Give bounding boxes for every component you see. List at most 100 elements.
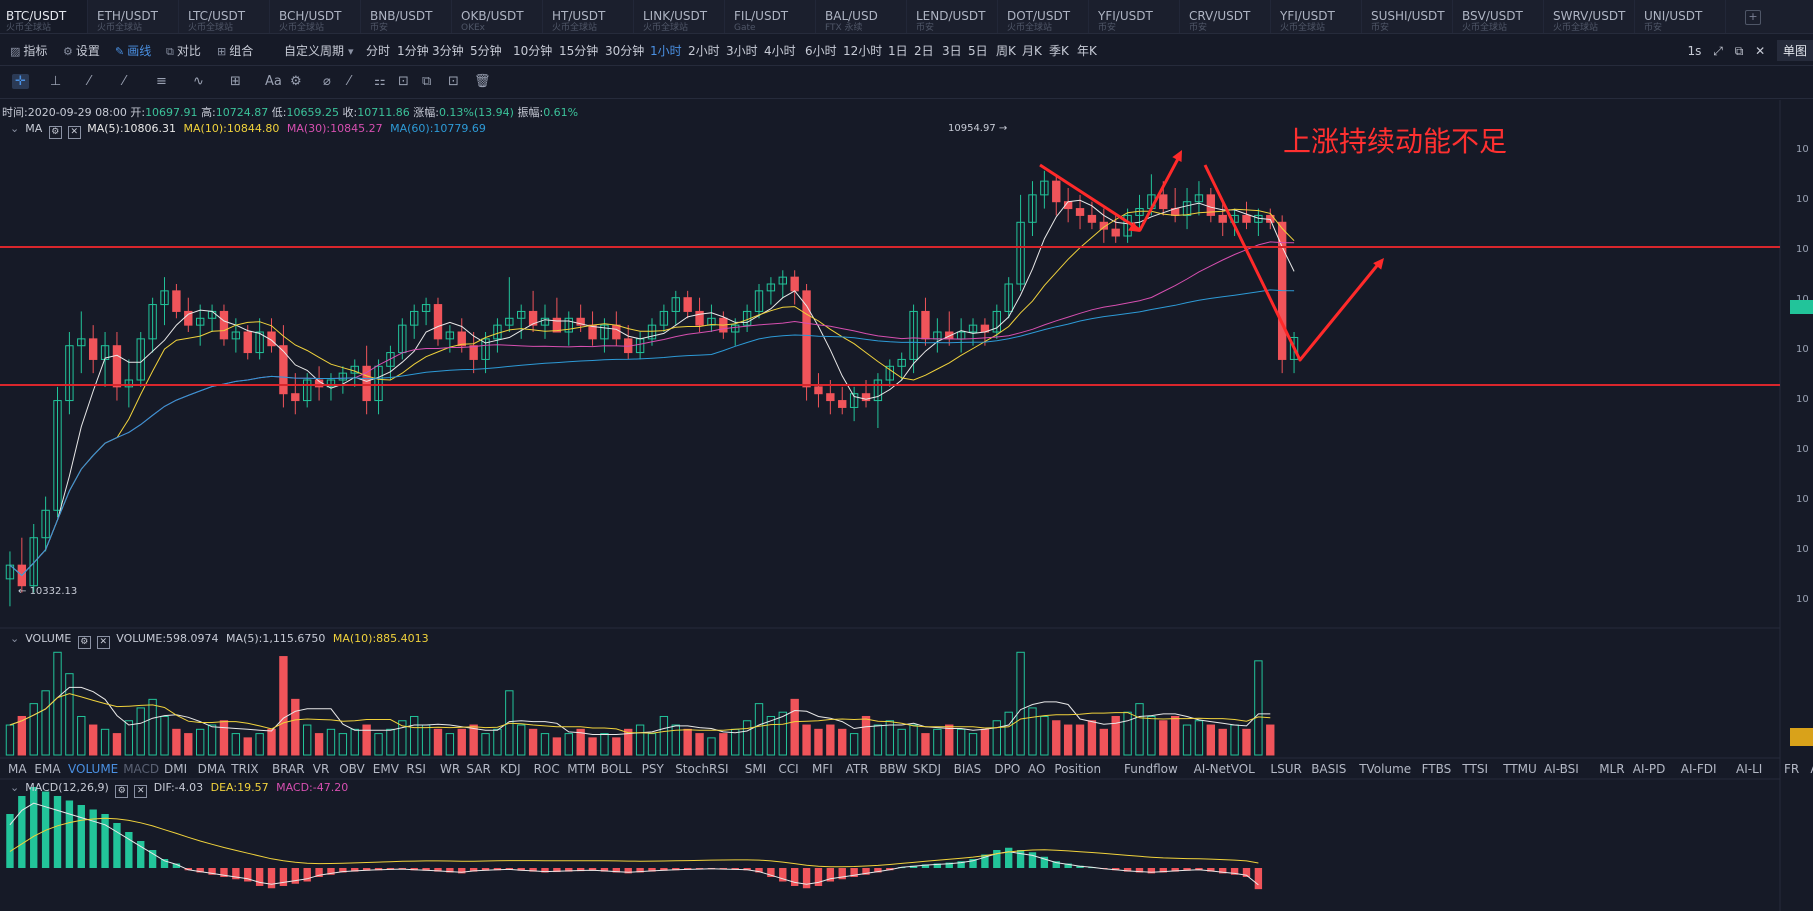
indicator-tab[interactable]: DMA [197, 762, 226, 776]
collapse-icon[interactable]: ⌄ [10, 122, 20, 135]
indicator-tab[interactable]: Fundflow [1124, 762, 1178, 776]
indicator-tab[interactable]: DPO [994, 762, 1021, 776]
indicator-tab[interactable]: TVolume [1359, 762, 1412, 776]
indicator-tab[interactable]: BASIS [1311, 762, 1347, 776]
draw-tool-icon[interactable]: ≡ [156, 74, 167, 89]
indicator-tab[interactable]: PSY [641, 762, 664, 776]
indicator-tab[interactable]: ROC [533, 762, 560, 776]
draw-tool-icon[interactable]: Aa [265, 74, 282, 89]
indicator-button[interactable]: ▨ 指标 [10, 42, 47, 59]
draw-tool-icon[interactable]: ⊥ [50, 74, 62, 89]
indicator-tab[interactable]: VOLUME [68, 762, 119, 776]
indicator-tab[interactable]: Position [1054, 762, 1102, 776]
period-option[interactable]: 季K [1049, 44, 1069, 58]
draw-tool-icon[interactable]: ⚙ [290, 74, 302, 89]
draw-tool-icon[interactable]: ✛ [12, 74, 29, 89]
draw-tool-icon[interactable]: ⁄ [123, 74, 126, 89]
period-option[interactable]: 月K [1022, 44, 1042, 58]
indicator-tab[interactable]: KDJ [500, 762, 521, 776]
period-option[interactable]: 分时 [366, 44, 391, 58]
indicator-tab[interactable]: AI-BST [1810, 762, 1813, 776]
draw-tool-icon[interactable]: ⊡ [448, 74, 459, 89]
draw-tool-icon[interactable]: ⁄ [88, 74, 91, 89]
settings-icon[interactable]: ⚙ [77, 636, 91, 649]
refresh-interval[interactable]: 1s [1687, 44, 1702, 58]
collapse-icon[interactable]: ⌄ [10, 781, 20, 794]
period-option[interactable]: 年K [1077, 44, 1097, 58]
fullscreen-icon[interactable]: ⤢ [1713, 44, 1723, 58]
period-option[interactable]: 周K [996, 44, 1016, 58]
draw-tool-icon[interactable]: ⊞ [230, 74, 241, 89]
symbol-tab[interactable]: FIL/USDT Gate [728, 0, 816, 33]
symbol-tab[interactable]: OKB/USDT OKEx [455, 0, 543, 33]
custom-period-dropdown[interactable]: 自定义周期 ▾ [284, 42, 357, 59]
indicator-tab[interactable]: FR [1784, 762, 1800, 776]
period-option[interactable]: 1日 [888, 44, 908, 58]
close-icon[interactable]: ✕ [134, 785, 148, 798]
collapse-icon[interactable]: ⌄ [10, 632, 20, 645]
indicator-tab[interactable]: SKDJ [912, 762, 942, 776]
symbol-tab[interactable]: CRV/USDT 币安 [1183, 0, 1271, 33]
period-option[interactable]: 15分钟 [559, 44, 599, 58]
indicator-tab[interactable]: MTM [567, 762, 596, 776]
settings-button[interactable]: ⚙ 设置 [63, 42, 100, 59]
period-option[interactable]: 1分钟 [397, 44, 429, 58]
draw-tool-icon[interactable]: ⊡ [398, 74, 409, 89]
indicator-tab[interactable]: OBV [339, 762, 365, 776]
draw-tool-icon[interactable]: ⧉ [422, 74, 432, 89]
draw-tool-icon[interactable]: ⚏ [374, 74, 386, 89]
indicator-tab[interactable]: SMI [744, 762, 767, 776]
indicator-tab[interactable]: AI-BSI [1544, 762, 1579, 776]
indicator-tab[interactable]: BRAR [272, 762, 305, 776]
indicator-tab[interactable]: WR [440, 762, 461, 776]
indicator-tab[interactable]: DMI [164, 762, 188, 776]
period-option[interactable]: 6小时 [805, 44, 837, 58]
draw-tool-icon[interactable]: ⌀ [323, 74, 331, 89]
add-tab-button[interactable]: + [1745, 10, 1761, 25]
symbol-tab[interactable]: LEND/USDT 币安 [910, 0, 998, 33]
period-option[interactable]: 12小时 [843, 44, 883, 58]
indicator-tab[interactable]: TRIX [231, 762, 259, 776]
symbol-tab[interactable]: HT/USDT 火币全球站 [546, 0, 634, 33]
period-option[interactable]: 3小时 [726, 44, 758, 58]
indicator-tab[interactable]: AI-NetVOL [1193, 762, 1255, 776]
indicator-tab[interactable]: BOLL [600, 762, 632, 776]
period-option[interactable]: 1小时 [650, 44, 682, 58]
combine-button[interactable]: ⊞ 组合 [217, 42, 253, 59]
indicator-tab[interactable]: BBW [879, 762, 908, 776]
indicator-tab[interactable]: CCI [778, 762, 799, 776]
symbol-tab[interactable]: ETH/USDT 火币全球站 [91, 0, 179, 33]
symbol-tab[interactable]: BAL/USD FTX 永续 [819, 0, 907, 33]
indicator-tab[interactable]: EMV [372, 762, 399, 776]
symbol-tab[interactable]: BNB/USDT 币安 [364, 0, 452, 33]
indicator-tab[interactable]: RSI [406, 762, 426, 776]
period-option[interactable]: 3分钟 [432, 44, 464, 58]
draw-tool-icon[interactable]: ∿ [193, 74, 204, 89]
indicator-tab[interactable]: MA [8, 762, 27, 776]
indicator-tab[interactable]: FTBS [1421, 762, 1452, 776]
indicator-tab[interactable]: AI-LI [1736, 762, 1763, 776]
symbol-tab[interactable]: YFI/USDT 币安 [1092, 0, 1180, 33]
close-icon[interactable]: ✕ [67, 126, 81, 139]
indicator-tab[interactable]: EMA [34, 762, 61, 776]
close-icon[interactable]: ✕ [1755, 44, 1766, 58]
period-option[interactable]: 30分钟 [605, 44, 645, 58]
period-option[interactable]: 4小时 [764, 44, 796, 58]
period-option[interactable]: 5日 [968, 44, 988, 58]
indicator-tab[interactable]: MLR [1599, 762, 1625, 776]
draw-tool-icon[interactable]: ⁄ [348, 74, 351, 89]
indicator-tab[interactable]: TTMU [1503, 762, 1537, 776]
close-icon[interactable]: ✕ [96, 636, 110, 649]
indicator-tab[interactable]: LSUR [1270, 762, 1302, 776]
indicator-tab[interactable]: AI-FDI [1680, 762, 1717, 776]
indicator-tab[interactable]: MACD [123, 762, 160, 776]
indicator-tab[interactable]: AO [1028, 762, 1046, 776]
settings-icon[interactable]: ⚙ [48, 126, 62, 139]
symbol-tab[interactable]: SUSHI/USDT 币安 [1365, 0, 1453, 33]
symbol-tab[interactable]: DOT/USDT 火币全球站 [1001, 0, 1089, 33]
period-option[interactable]: 2日 [914, 44, 934, 58]
period-option[interactable]: 5分钟 [470, 44, 502, 58]
indicator-tab[interactable]: AI-PD [1632, 762, 1666, 776]
indicator-tab[interactable]: SAR [466, 762, 491, 776]
period-option[interactable]: 2小时 [688, 44, 720, 58]
